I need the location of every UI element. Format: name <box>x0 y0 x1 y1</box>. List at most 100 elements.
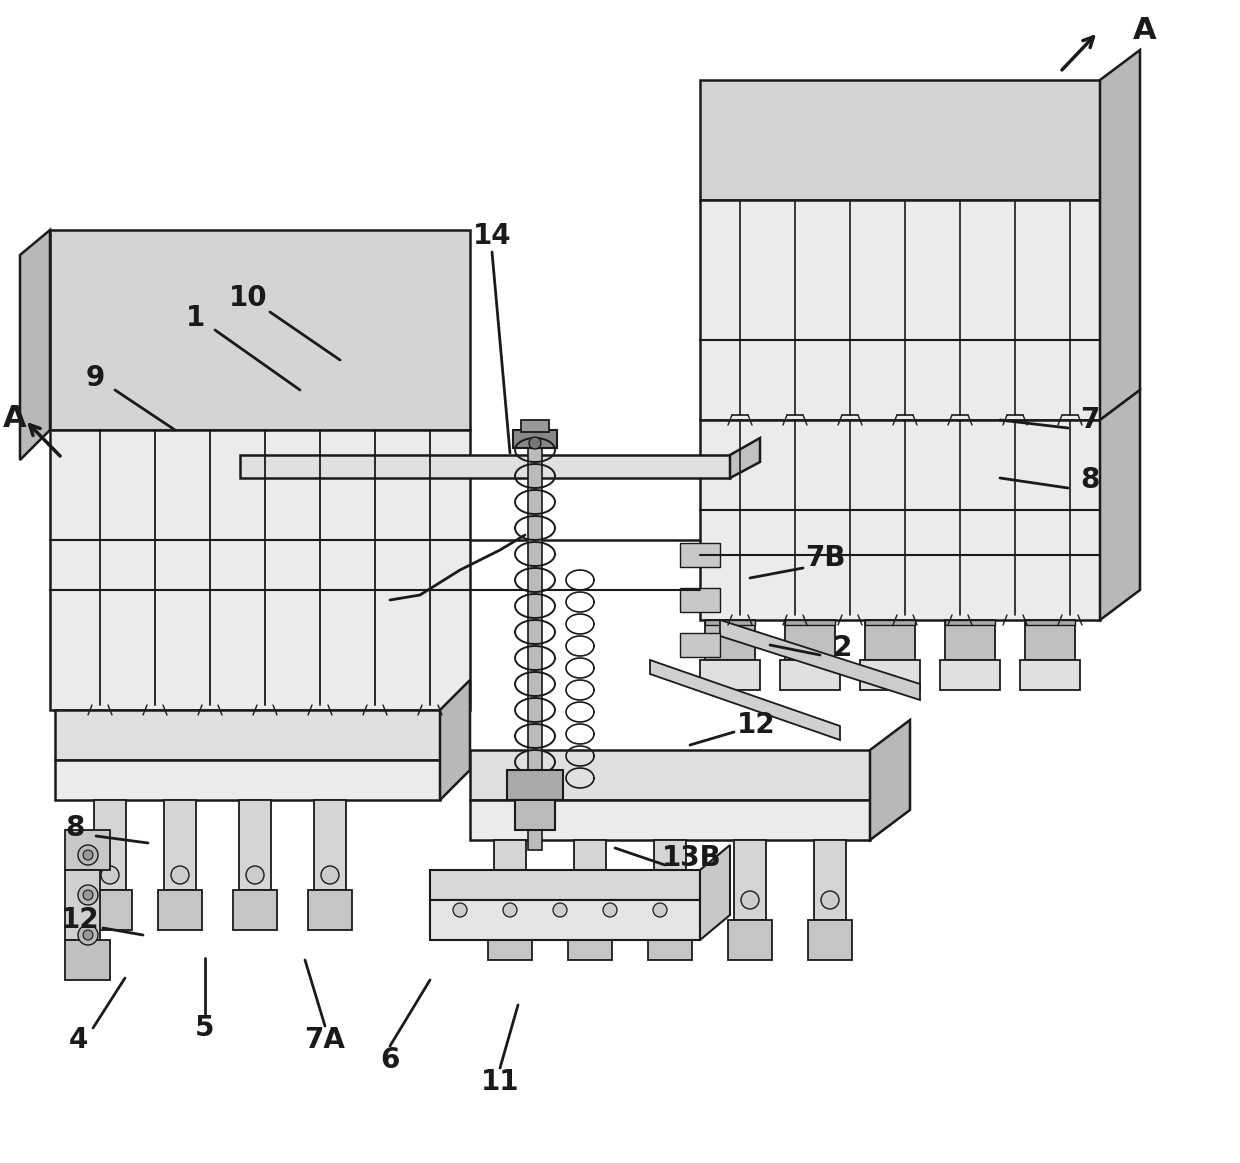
Circle shape <box>246 866 264 884</box>
Polygon shape <box>233 890 277 930</box>
Circle shape <box>742 891 759 909</box>
Text: 7: 7 <box>1080 406 1100 434</box>
Polygon shape <box>521 420 549 431</box>
Text: 1: 1 <box>185 304 205 331</box>
Circle shape <box>83 930 93 940</box>
Polygon shape <box>568 920 613 959</box>
Polygon shape <box>528 430 542 850</box>
Polygon shape <box>701 846 730 940</box>
Circle shape <box>582 891 599 909</box>
Circle shape <box>171 866 188 884</box>
Polygon shape <box>730 438 760 478</box>
Text: A: A <box>4 404 27 433</box>
Text: 13B: 13B <box>662 844 722 872</box>
Text: 8: 8 <box>66 814 84 842</box>
Circle shape <box>503 902 517 916</box>
Polygon shape <box>507 770 563 800</box>
Polygon shape <box>430 870 701 900</box>
Polygon shape <box>728 920 773 959</box>
Polygon shape <box>940 659 999 690</box>
Polygon shape <box>314 800 346 890</box>
Circle shape <box>501 891 520 909</box>
Text: 6: 6 <box>381 1046 399 1073</box>
Polygon shape <box>164 800 196 890</box>
Polygon shape <box>706 620 755 659</box>
Polygon shape <box>1100 390 1140 620</box>
Polygon shape <box>50 230 470 430</box>
Polygon shape <box>55 709 440 759</box>
Text: 5: 5 <box>195 1014 215 1042</box>
Polygon shape <box>701 420 1100 620</box>
Text: 7B: 7B <box>805 544 846 572</box>
Polygon shape <box>1021 659 1080 690</box>
Text: 14: 14 <box>472 222 511 250</box>
Circle shape <box>78 925 98 946</box>
Polygon shape <box>780 659 839 690</box>
Polygon shape <box>241 455 730 478</box>
Polygon shape <box>813 840 846 920</box>
Polygon shape <box>20 230 50 461</box>
Polygon shape <box>945 620 994 625</box>
Circle shape <box>321 866 339 884</box>
Polygon shape <box>701 200 1100 420</box>
Polygon shape <box>157 890 202 930</box>
Circle shape <box>553 902 567 916</box>
Text: 4: 4 <box>68 1026 88 1054</box>
Polygon shape <box>470 750 870 800</box>
Polygon shape <box>653 840 686 920</box>
Circle shape <box>653 902 667 916</box>
Polygon shape <box>650 659 839 740</box>
Polygon shape <box>50 430 470 709</box>
Polygon shape <box>1025 620 1075 625</box>
Text: 10: 10 <box>228 284 268 312</box>
Text: 9: 9 <box>86 364 104 392</box>
Circle shape <box>661 891 680 909</box>
Polygon shape <box>308 890 352 930</box>
Polygon shape <box>64 870 100 940</box>
Polygon shape <box>513 430 557 448</box>
Polygon shape <box>680 588 720 612</box>
Text: 11: 11 <box>481 1068 520 1096</box>
Circle shape <box>453 902 467 916</box>
Circle shape <box>821 891 839 909</box>
Circle shape <box>78 885 98 905</box>
Polygon shape <box>734 840 766 920</box>
Polygon shape <box>785 620 835 659</box>
Polygon shape <box>680 633 720 657</box>
Polygon shape <box>649 920 692 959</box>
Polygon shape <box>64 830 110 870</box>
Polygon shape <box>430 900 701 940</box>
Polygon shape <box>489 920 532 959</box>
Polygon shape <box>574 840 606 920</box>
Polygon shape <box>785 620 835 625</box>
Polygon shape <box>945 620 994 659</box>
Polygon shape <box>701 80 1100 200</box>
Circle shape <box>100 866 119 884</box>
Polygon shape <box>94 800 126 890</box>
Polygon shape <box>1100 50 1140 420</box>
Polygon shape <box>861 659 920 690</box>
Circle shape <box>83 850 93 859</box>
Polygon shape <box>55 759 440 800</box>
Polygon shape <box>706 620 755 625</box>
Polygon shape <box>866 620 915 625</box>
Polygon shape <box>470 800 870 840</box>
Polygon shape <box>1025 620 1075 659</box>
Text: A: A <box>1133 15 1157 44</box>
Polygon shape <box>88 890 131 930</box>
Polygon shape <box>680 543 720 568</box>
Polygon shape <box>239 800 272 890</box>
Circle shape <box>83 890 93 900</box>
Polygon shape <box>870 720 910 840</box>
Polygon shape <box>720 620 920 700</box>
Text: 12: 12 <box>737 711 775 739</box>
Text: 7A: 7A <box>305 1026 346 1054</box>
Circle shape <box>603 902 618 916</box>
Text: 2: 2 <box>832 634 852 662</box>
Polygon shape <box>440 680 470 800</box>
Polygon shape <box>515 800 556 830</box>
Polygon shape <box>494 840 526 920</box>
Polygon shape <box>808 920 852 959</box>
Circle shape <box>78 846 98 865</box>
Circle shape <box>529 437 541 449</box>
